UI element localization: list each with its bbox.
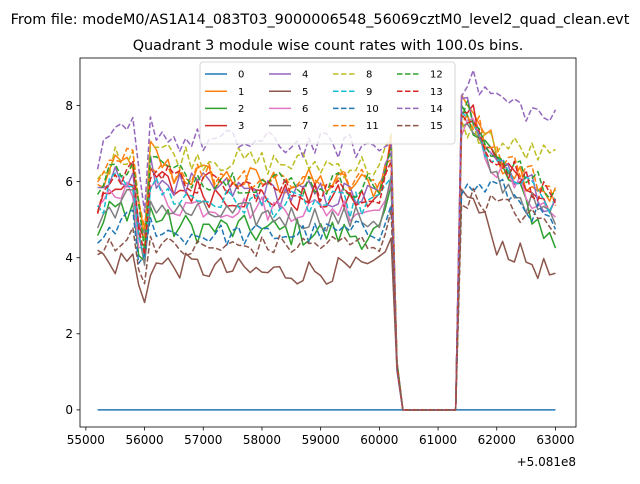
series-line-8 xyxy=(97,119,556,411)
legend-label-14: 14 xyxy=(430,104,443,115)
series-line-13 xyxy=(96,112,557,411)
series-layer xyxy=(96,69,557,411)
figure-suptitle: From file: modeM0/AS1A14_083T03_90000065… xyxy=(11,12,630,28)
x-tick-label: 57000 xyxy=(184,433,222,447)
x-tick-label: 56000 xyxy=(125,433,163,447)
y-tick-label: 0 xyxy=(65,403,73,417)
y-tick-label: 8 xyxy=(65,99,73,113)
legend-label-10: 10 xyxy=(366,104,379,115)
legend-label-3: 3 xyxy=(238,121,244,132)
y-tick-label: 4 xyxy=(65,251,73,265)
x-tick-label: 62000 xyxy=(478,433,516,447)
legend-label-8: 8 xyxy=(366,70,372,81)
series-line-10 xyxy=(97,178,557,411)
x-tick-label: 61000 xyxy=(419,433,457,447)
x-tick-label: 59000 xyxy=(302,433,340,447)
series-line-12 xyxy=(96,100,557,411)
ticks-layer: 55000 56000 57000 58000 59000 60000 61000 62000… xyxy=(65,99,574,447)
legend-label-1: 1 xyxy=(238,87,244,98)
x-axis-offset-label: +5.081e8 xyxy=(517,455,576,469)
x-tick-label: 60000 xyxy=(360,433,398,447)
y-tick-label: 6 xyxy=(65,175,73,189)
legend-label-4: 4 xyxy=(302,70,308,81)
legend-label-7: 7 xyxy=(302,121,308,132)
legend-label-0: 0 xyxy=(238,70,244,81)
x-tick-label: 55000 xyxy=(67,433,105,447)
legend-label-15: 15 xyxy=(430,121,443,132)
legend-label-2: 2 xyxy=(238,104,244,115)
legend-label-5: 5 xyxy=(302,87,308,98)
legend-label-12: 12 xyxy=(430,70,443,81)
legend-frame xyxy=(199,61,456,145)
series-line-5 xyxy=(97,188,556,411)
legend-label-6: 6 xyxy=(302,104,308,115)
legend-label-13: 13 xyxy=(430,87,443,98)
chart-title: Quadrant 3 module wise count rates with … xyxy=(133,38,524,54)
x-tick-label: 63000 xyxy=(536,433,574,447)
x-tick-label: 58000 xyxy=(243,433,281,447)
axes-frame xyxy=(79,57,577,428)
legend-label-11: 11 xyxy=(366,121,379,132)
series-line-7 xyxy=(96,123,557,411)
y-tick-label: 2 xyxy=(65,327,73,341)
series-line-15 xyxy=(97,187,557,411)
legend-label-9: 9 xyxy=(366,87,372,98)
